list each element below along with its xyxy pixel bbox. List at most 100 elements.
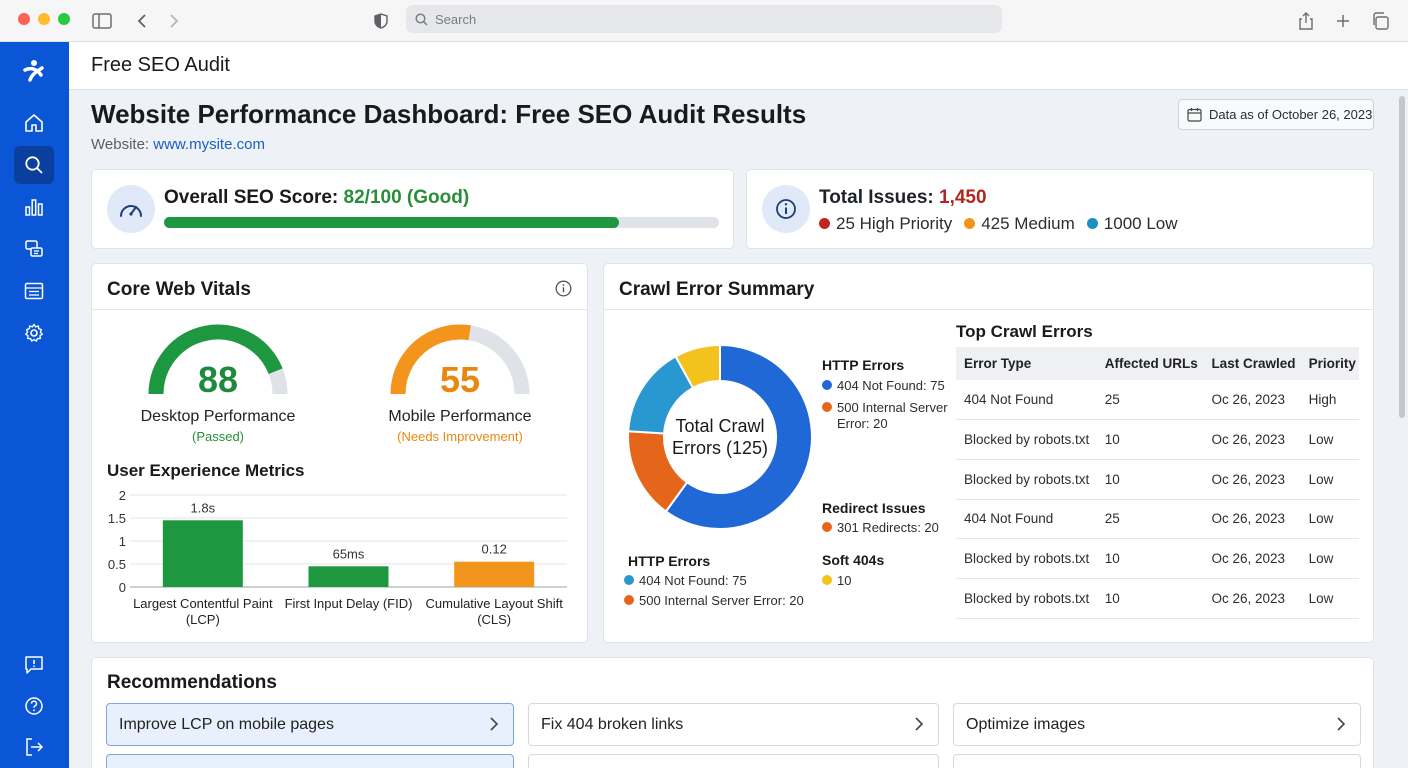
card-divider [92,309,587,310]
chevron-right-icon [1337,717,1346,731]
low-priority-count: 1000 Low [1086,214,1178,234]
seo-score-heading: Overall SEO Score: 82/100 (Good) [164,187,469,209]
chevron-right-icon [915,717,924,731]
column-header[interactable]: Priority [1300,347,1359,380]
share-icon[interactable] [1294,9,1318,33]
website-line: Website: www.mysite.com [91,136,265,153]
website-link[interactable]: www.mysite.com [153,136,265,153]
recommendation-item[interactable]: Improve LCP on mobile pages [106,703,514,746]
seo-score-value: 82/100 (Good) [343,187,470,208]
date-chip[interactable]: Data as of October 26, 2023 [1178,99,1374,130]
table-cell: Oc 26, 2023 [1203,538,1301,579]
back-icon[interactable] [130,9,154,33]
table-cell: Blocked by robots.txt [956,459,1097,500]
bottom-legend-500: 500 Internal Server Error: 20 [624,593,804,609]
x-tick-label: Largest Contentful Paint [133,596,273,611]
seo-score-label: Overall SEO Score: [164,187,339,208]
app-title: Free SEO Audit [91,54,230,76]
table-cell: 10 [1096,419,1204,460]
core-web-vitals-card: Core Web Vitals 88 Desktop Performance (… [91,263,588,643]
x-tick-label: (CLS) [477,612,511,627]
analytics-icon[interactable] [14,188,54,226]
chart-bar [162,520,243,587]
forward-icon[interactable] [162,9,186,33]
recommendation-item-partial[interactable] [106,754,514,768]
close-window-button[interactable] [18,13,30,25]
zoom-window-button[interactable] [58,13,70,25]
bottom-http-title: HTTP Errors [628,553,711,569]
x-tick-label: Cumulative Layout Shift [426,596,564,611]
legend-http-title: HTTP Errors [822,357,905,373]
legend-500: 500 Internal Server Error: 20 [822,400,948,432]
table-cell: Low [1300,538,1359,579]
table-cell: Low [1300,578,1359,619]
desktop-status: (Passed) [191,429,245,444]
recommendation-item[interactable]: Optimize images [953,703,1361,746]
table-cell: 404 Not Found [956,380,1097,421]
table-cell: 404 Not Found [956,499,1097,540]
date-label: Data as of October 26, 2023 [1209,107,1373,122]
mobile-gauge [390,324,530,395]
settings-gear-icon[interactable] [14,314,54,352]
info-icon [776,199,796,219]
messages-icon[interactable] [14,230,54,268]
table-row[interactable]: 404 Not Found 25 Oc 26, 2023 Low [956,499,1359,540]
column-header[interactable]: Affected URLs [1096,347,1204,380]
chart-bar [308,566,389,587]
medium-priority-count: 425 Medium [964,214,1075,234]
recommendation-item-partial[interactable] [528,754,939,768]
table-cell: Low [1300,419,1359,460]
search-nav-icon[interactable] [14,146,54,184]
minimize-window-button[interactable] [38,13,50,25]
column-header[interactable]: Error Type [956,347,1097,380]
help-icon[interactable] [14,687,54,725]
top-crawl-errors-table: Error Type Affected URLs Last Crawled Pr… [956,347,1359,619]
page-scrollbar[interactable] [1399,96,1405,418]
total-issues-label: Total Issues: [819,187,934,208]
page-title: Website Performance Dashboard: Free SEO … [91,99,807,129]
address-search-input[interactable]: Search [406,5,1002,33]
table-row[interactable]: Blocked by robots.txt 10 Oc 26, 2023 Low [956,459,1359,500]
issues-breakdown: 25 High Priority 425 Medium 1000 Low [819,214,1178,234]
total-issues-heading: Total Issues: 1,450 [819,187,987,209]
ux-metrics-title: User Experience Metrics [107,461,305,480]
info-circle-icon[interactable] [555,280,572,297]
table-row[interactable]: Blocked by robots.txt 10 Oc 26, 2023 Low [956,578,1359,619]
table-cell: Low [1300,459,1359,500]
table-cell: Oc 26, 2023 [1203,419,1301,460]
speedometer-icon [120,205,142,217]
logout-icon[interactable] [14,728,54,766]
search-placeholder: Search [435,11,477,27]
x-tick-label: (LCP) [186,612,220,627]
data-label: 1.8s [191,500,216,515]
table-row[interactable]: Blocked by robots.txt 10 Oc 26, 2023 Low [956,538,1359,579]
recommendation-item[interactable]: Fix 404 broken links [528,703,939,746]
legend-soft-title: Soft 404s [822,552,885,568]
new-tab-icon[interactable] [1331,9,1355,33]
shield-icon[interactable] [369,9,393,33]
reports-icon[interactable] [14,272,54,310]
tabs-overview-icon[interactable] [1368,9,1392,33]
crawl-donut-chart [627,343,813,530]
table-row[interactable]: Blocked by robots.txt 10 Oc 26, 2023 Low [956,419,1359,460]
table-row[interactable]: 404 Not Found 25 Oc 26, 2023 High [956,380,1359,421]
y-tick-label: 1 [119,534,126,549]
donut-center-label: Total Crawl Errors (125) [671,416,769,458]
core-web-vitals-title: Core Web Vitals [107,279,251,300]
table-cell: Blocked by robots.txt [956,538,1097,579]
seo-score-progress-fill [164,217,620,228]
column-header[interactable]: Last Crawled [1203,347,1301,380]
table-cell: Oc 26, 2023 [1203,499,1301,540]
bottom-legend-404: 404 Not Found: 75 [624,573,747,589]
home-icon[interactable] [14,104,54,142]
feedback-icon[interactable] [14,646,54,684]
ux-metrics-chart: 0 0.5 1 1.5 2 1.8s Largest Contentful Paint(LC… [108,488,567,627]
table-cell: Oc 26, 2023 [1203,578,1301,619]
table-cell: High [1300,380,1359,421]
data-label: 65ms [333,546,365,561]
desktop-gauge [148,324,288,395]
sidebar-toggle-icon[interactable] [90,9,114,33]
app-logo-icon[interactable] [14,52,54,90]
y-tick-label: 0 [119,580,126,595]
recommendation-item-partial[interactable] [953,754,1361,768]
